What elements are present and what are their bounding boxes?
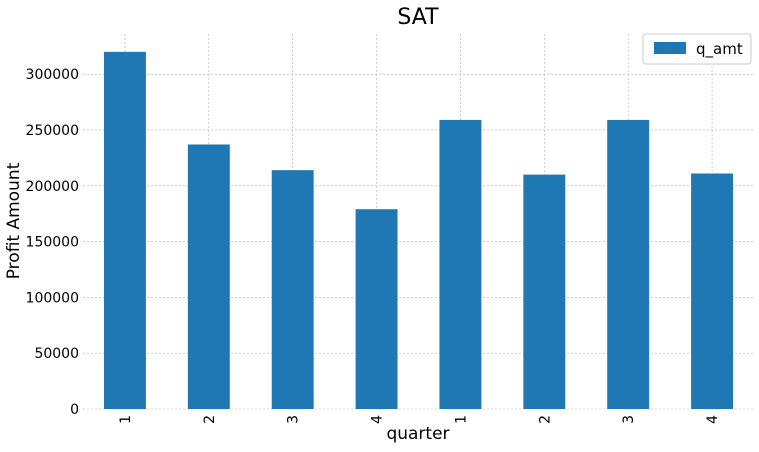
x-tick-label: 2: [537, 415, 553, 424]
grid-lines: [83, 34, 754, 410]
y-tick-label: 50000: [34, 346, 79, 362]
y-tick-labels: 0 50000 100000 150000 200000 250000 300000: [26, 67, 79, 418]
chart-title: SAT: [397, 5, 439, 30]
bar: [691, 173, 734, 409]
legend-swatch-q-amt: [654, 42, 686, 54]
bar: [523, 174, 566, 409]
x-tick-label: 2: [202, 415, 218, 424]
bar: [439, 119, 482, 409]
y-tick-label: 150000: [26, 235, 79, 251]
bar: [271, 170, 314, 409]
x-tick-label: 3: [621, 415, 637, 424]
bar: [607, 119, 650, 409]
y-tick-label: 100000: [26, 290, 79, 306]
y-tick-label: 200000: [26, 179, 79, 195]
x-axis-label: quarter: [386, 424, 449, 444]
y-tick-label: 300000: [26, 67, 79, 83]
x-tick-label: 4: [370, 415, 386, 424]
x-tick-label: 3: [286, 415, 302, 424]
x-tick-labels: 1 2 3 4 1 2 3 4: [118, 415, 721, 424]
y-tick-label: 250000: [26, 123, 79, 139]
bar: [103, 51, 146, 409]
bars: [103, 51, 734, 409]
y-tick-label: 0: [70, 402, 79, 418]
legend-box: [642, 33, 752, 65]
legend: q_amt: [642, 33, 752, 65]
x-tick-label: 1: [453, 415, 469, 424]
x-tick-label: 4: [705, 415, 721, 424]
bar: [355, 209, 398, 409]
y-axis-label: Profit Amount: [4, 162, 24, 279]
legend-label-q-amt: q_amt: [696, 40, 743, 59]
bar: [187, 144, 230, 409]
x-tick-label: 1: [118, 415, 134, 424]
